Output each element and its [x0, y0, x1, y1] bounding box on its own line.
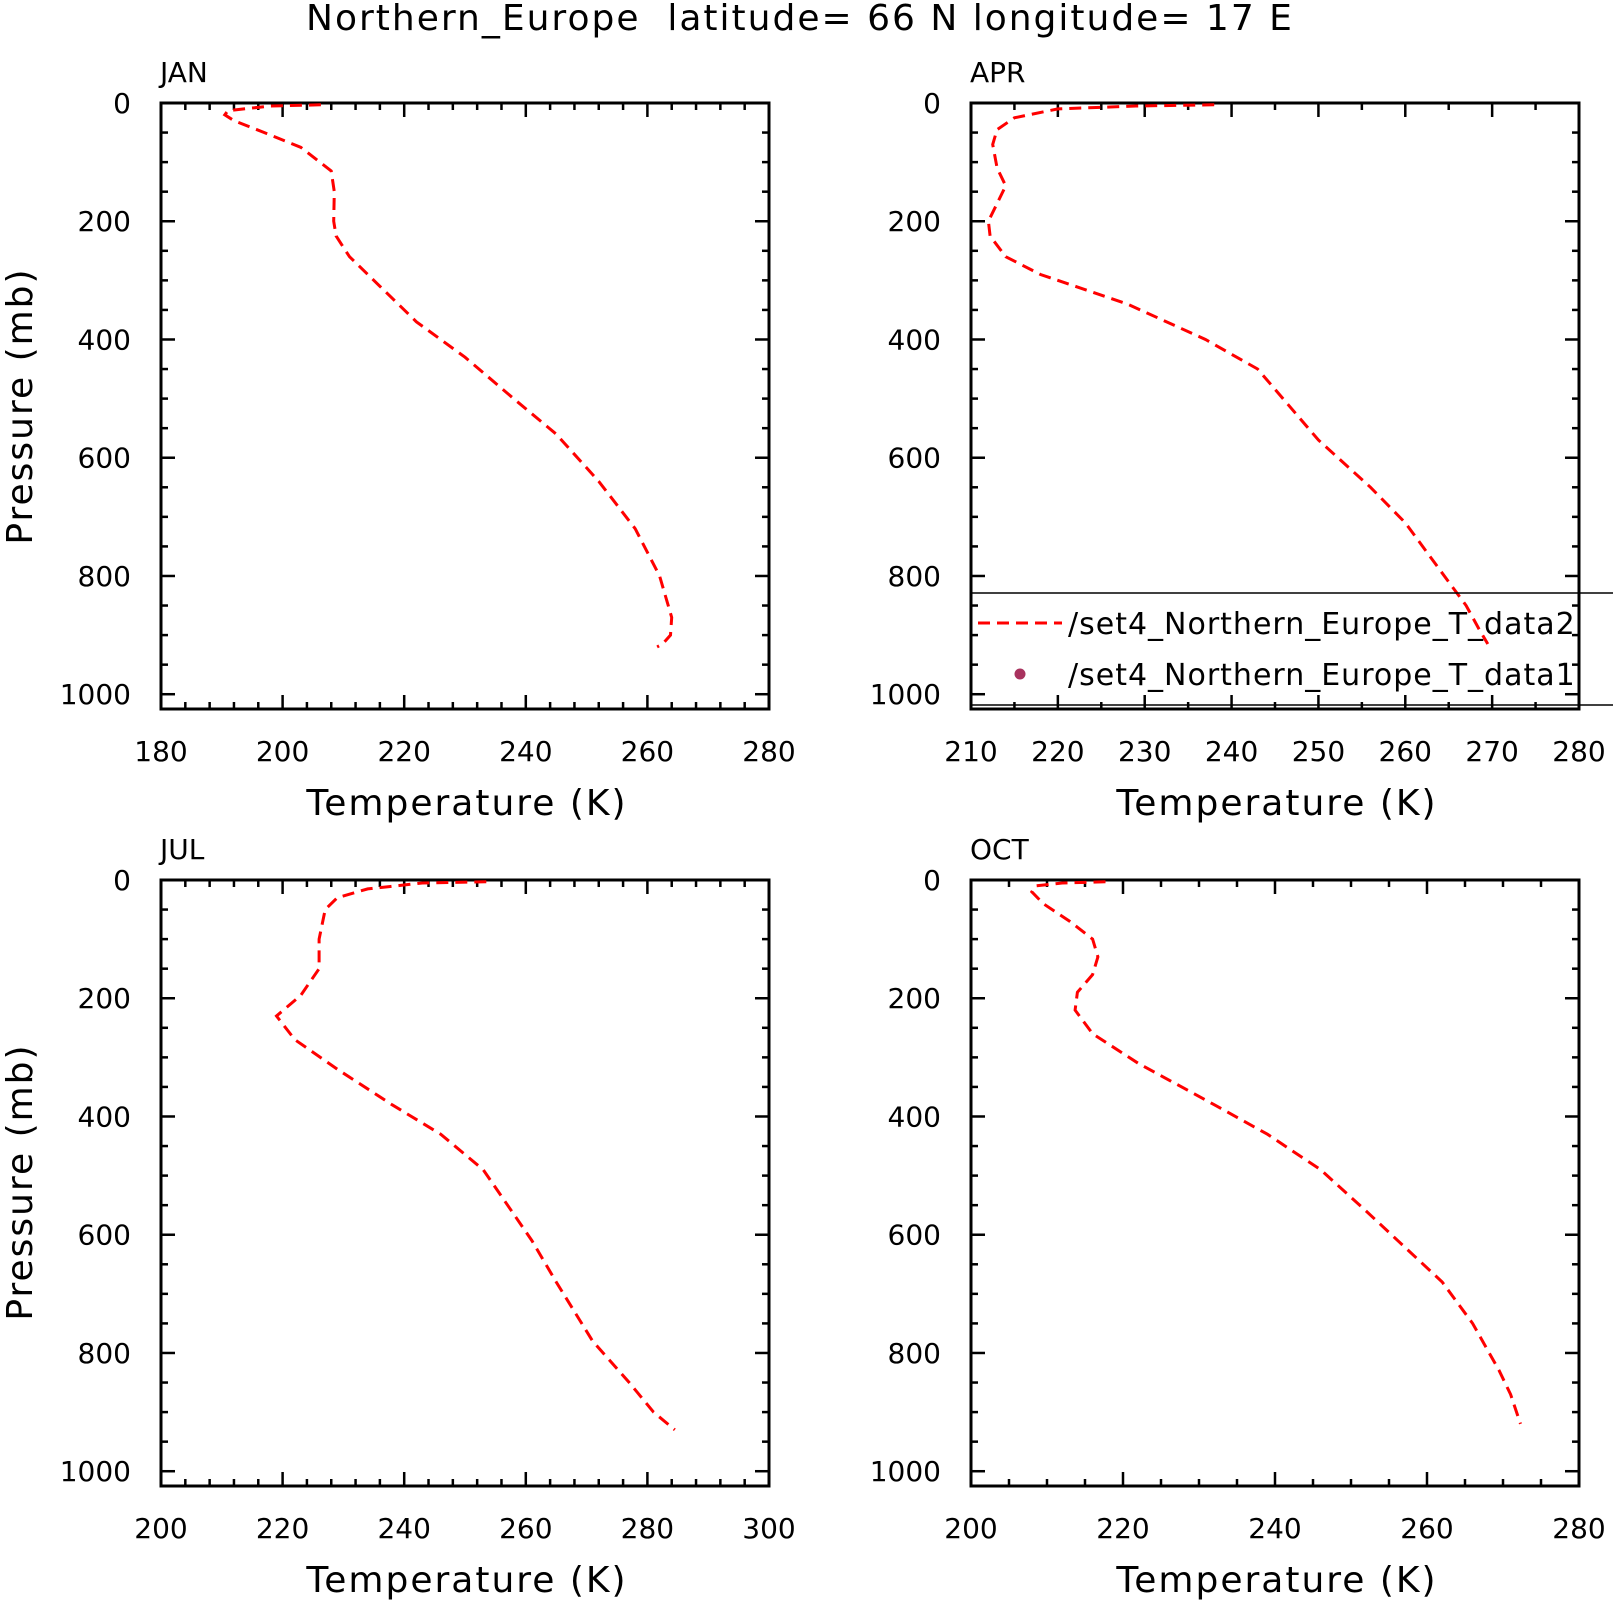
y-tick-label-oct: 400 — [888, 1100, 941, 1133]
x-tick-label-jul: 240 — [377, 1512, 430, 1545]
x-tick-label-apr: 210 — [944, 735, 997, 768]
y-tick-label-jan: 1000 — [60, 678, 131, 711]
x-tick-label-jan: 260 — [621, 735, 674, 768]
y-tick-label-jul: 800 — [78, 1337, 131, 1370]
y-tick-label-oct: 0 — [923, 864, 941, 897]
plot-frame-oct — [969, 878, 1581, 1488]
x-tick-label-jan: 200 — [256, 735, 309, 768]
x-tick-label-oct: 220 — [1096, 1512, 1149, 1545]
y-tick-label-apr: 800 — [888, 560, 941, 593]
legend-label-data2: /set4_Northern_Europe_T_data2 — [1068, 607, 1576, 642]
temperature-profile-line-jan — [222, 103, 674, 649]
y-tick-label-apr: 200 — [888, 205, 941, 238]
x-tick-label-oct: 200 — [944, 1512, 997, 1545]
x-tick-label-jan: 180 — [134, 735, 187, 768]
panel-oct: OCT 200 220 240 260 280 0 200 400 600 800 1000 Tem… — [870, 833, 1606, 1600]
x-tick-label-oct: 260 — [1400, 1512, 1453, 1545]
plot-oct: 200 220 240 260 280 0 200 400 600 800 1000 — [870, 864, 1606, 1545]
y-tick-label-apr: 0 — [923, 87, 941, 120]
panel-label-jul: JUL — [158, 833, 205, 866]
x-axis-label-apr: Temperature (K) — [1115, 783, 1437, 824]
temperature-profile-line-oct — [1029, 880, 1522, 1425]
x-tick-label-apr: 240 — [1205, 735, 1258, 768]
y-tick-label-jul: 1000 — [60, 1455, 131, 1488]
plot-frame-jul — [159, 878, 771, 1488]
y-tick-label-oct: 200 — [888, 982, 941, 1015]
panel-jul: JUL 200 220 240 260 280 30002004006008001000 … — [0, 833, 796, 1600]
legend: /set4_Northern_Europe_T_data2 /set4_Nort… — [972, 592, 1613, 706]
temperature-profile-line-jul — [274, 880, 676, 1431]
y-tick-label-jan: 400 — [78, 323, 131, 356]
plot-apr: 210 220 230 240 250 260 270 280 0 200 400 600 800 100… — [870, 87, 1606, 768]
x-tick-label-jul: 300 — [742, 1512, 795, 1545]
y-tick-label-jul: 600 — [78, 1219, 131, 1252]
y-axis-label-jul: Pressure (mb) — [0, 1043, 41, 1320]
y-tick-label-apr: 1000 — [870, 678, 941, 711]
x-axis-label-oct: Temperature (K) — [1115, 1560, 1437, 1600]
y-tick-label-apr: 600 — [888, 442, 941, 475]
legend-swatch-data1 — [1014, 668, 1026, 680]
panel-label-jan: JAN — [158, 56, 208, 89]
plot-jul: 200 220 240 260 280 300 0 200 400 600 800 1000 — [60, 864, 796, 1545]
x-tick-label-apr: 280 — [1552, 735, 1605, 768]
y-tick-label-apr: 400 — [888, 323, 941, 356]
x-tick-label-jan: 240 — [499, 735, 552, 768]
panel-jan: JAN 180 200 220 240 260 28002004006008001000 … — [0, 56, 796, 824]
x-tick-label-jan: 280 — [742, 735, 795, 768]
x-tick-label-apr: 270 — [1465, 735, 1518, 768]
x-tick-label-oct: 240 — [1248, 1512, 1301, 1545]
y-tick-label-jul: 0 — [113, 864, 131, 897]
panel-apr: APR 210 220 230 240 250 260 270 280 0 200 400 600 80… — [870, 56, 1606, 824]
plot-frame-jan — [159, 101, 771, 711]
y-tick-label-jan: 600 — [78, 442, 131, 475]
y-tick-label-oct: 600 — [888, 1219, 941, 1252]
x-tick-label-jan: 220 — [377, 735, 430, 768]
legend-label-data1: /set4_Northern_Europe_T_data1 — [1068, 658, 1576, 693]
x-tick-label-apr: 260 — [1379, 735, 1432, 768]
y-tick-label-jan: 200 — [78, 205, 131, 238]
y-tick-label-oct: 800 — [888, 1337, 941, 1370]
x-tick-label-apr: 220 — [1031, 735, 1084, 768]
x-axis-label-jan: Temperature (K) — [305, 783, 627, 824]
x-tick-label-apr: 250 — [1292, 735, 1345, 768]
x-tick-label-oct: 280 — [1552, 1512, 1605, 1545]
plot-jan: 180 200 220 240 260 280 0 200 400 600 800 1000 — [60, 87, 796, 768]
x-tick-label-jul: 200 — [134, 1512, 187, 1545]
x-tick-label-jul: 220 — [256, 1512, 309, 1545]
y-tick-label-jan: 0 — [113, 87, 131, 120]
temperature-profile-line-apr — [986, 103, 1490, 645]
x-tick-label-jul: 260 — [499, 1512, 552, 1545]
x-axis-label-jul: Temperature (K) — [305, 1560, 627, 1600]
panel-label-apr: APR — [970, 56, 1026, 89]
y-tick-label-jan: 800 — [78, 560, 131, 593]
y-tick-label-jul: 400 — [78, 1100, 131, 1133]
x-tick-label-apr: 230 — [1118, 735, 1171, 768]
x-tick-label-jul: 280 — [621, 1512, 674, 1545]
panel-label-oct: OCT — [970, 833, 1030, 866]
figure-title: Northern_Europe latitude= 66 N longitude… — [306, 0, 1294, 39]
y-tick-label-oct: 1000 — [870, 1455, 941, 1488]
y-tick-label-jul: 200 — [78, 982, 131, 1015]
y-axis-label-jan: Pressure (mb) — [0, 267, 41, 544]
